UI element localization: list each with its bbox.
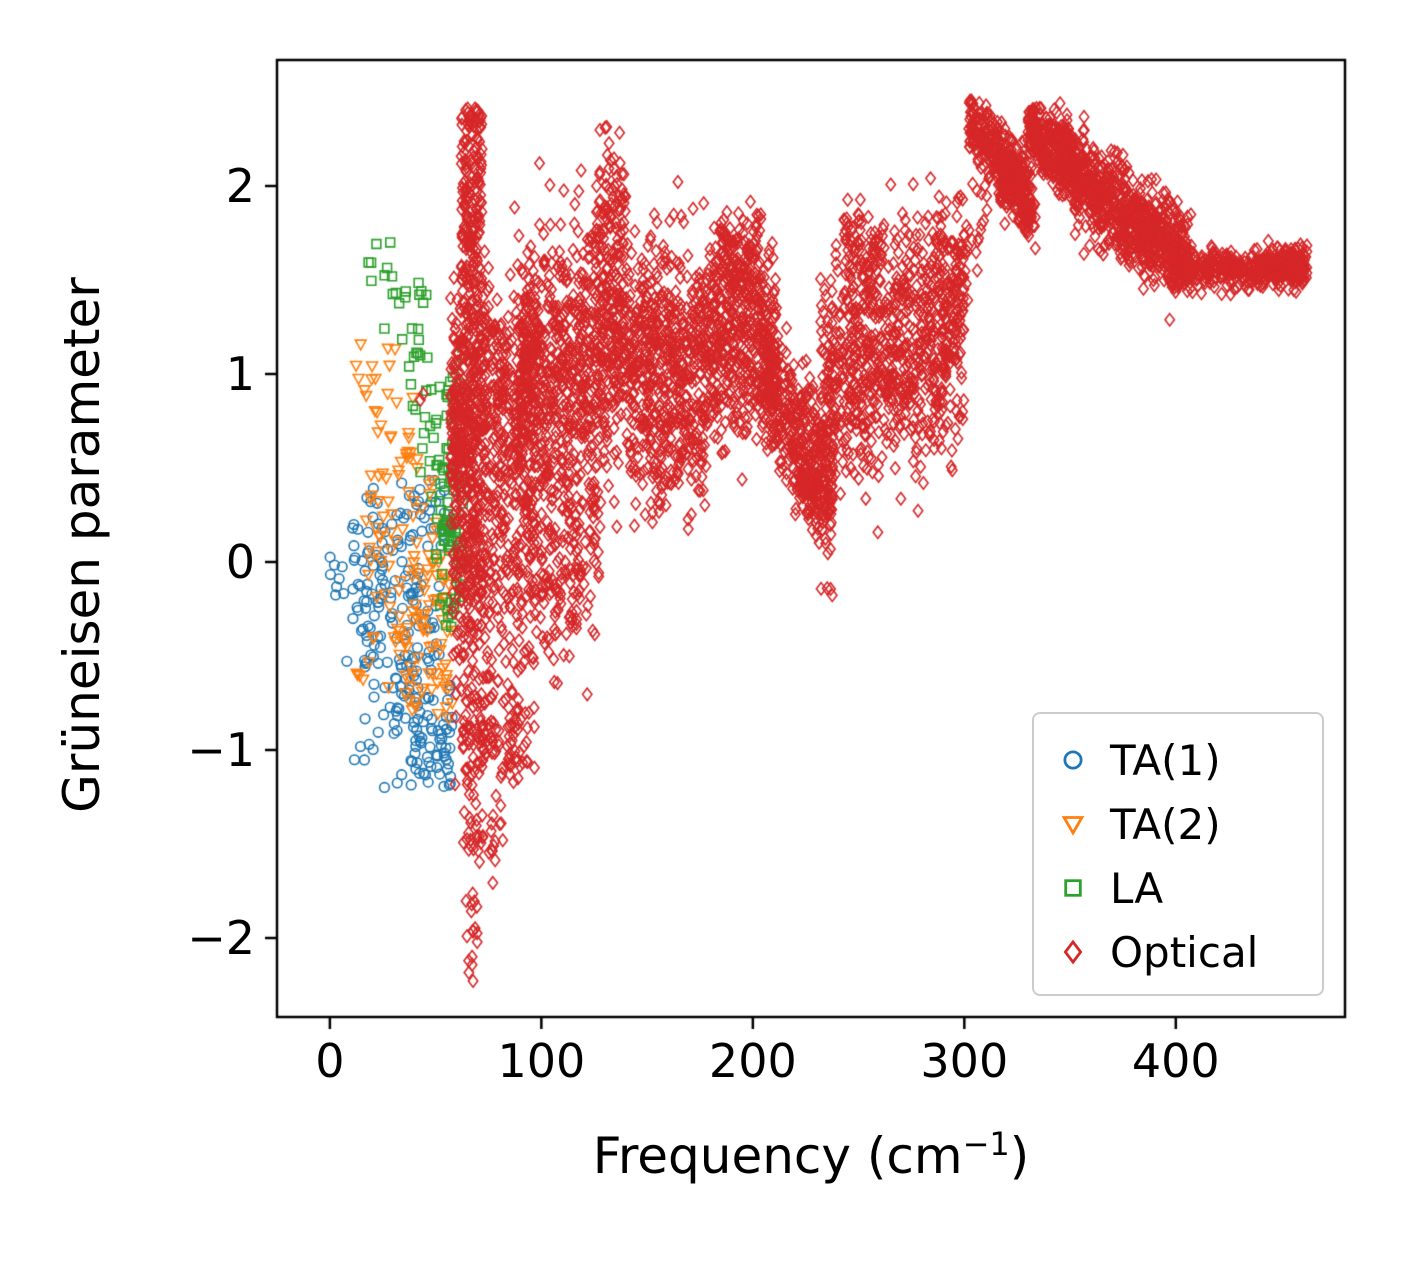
x-axis-label: Frequency (cm−1): [593, 1125, 1030, 1185]
x-tick-label: 0: [315, 1034, 345, 1088]
square-marker-icon: [1064, 879, 1082, 897]
legend-item-la: LA: [1034, 856, 1322, 920]
x-tick-label: 300: [920, 1034, 1009, 1088]
y-tick-label: 2: [225, 158, 255, 213]
legend-label-ta2: TA(2): [1110, 799, 1221, 849]
x-tick-label: 100: [497, 1034, 586, 1088]
triangle-down-marker-icon: [1061, 816, 1085, 836]
y-tick-label: −2: [187, 911, 255, 966]
x-tick-label: 200: [708, 1034, 797, 1088]
diamond-marker-icon: [1063, 939, 1083, 965]
y-tick-label: −1: [187, 723, 255, 778]
legend-label-la: LA: [1110, 863, 1164, 913]
circle-marker-icon: [1063, 750, 1083, 770]
legend-item-ta2: TA(2): [1034, 792, 1322, 856]
y-tick-label: 1: [225, 346, 255, 401]
legend-item-optical: Optical: [1034, 920, 1322, 984]
x-axis-label-text: Frequency (cm: [592, 1126, 963, 1185]
x-axis-label-superscript: −1: [962, 1125, 1010, 1164]
y-axis-label-text: Grüneisen parameter: [53, 277, 111, 813]
x-axis-label-suffix: ): [1009, 1126, 1030, 1185]
legend: TA(1) TA(2) LA Optical: [1032, 712, 1324, 996]
x-tick-label: 400: [1131, 1034, 1220, 1088]
y-tick-label: 0: [225, 535, 255, 589]
legend-item-ta1: TA(1): [1034, 728, 1322, 792]
legend-label-optical: Optical: [1110, 927, 1259, 977]
legend-label-ta1: TA(1): [1110, 735, 1221, 785]
y-axis-label: Grüneisen parameter: [53, 277, 111, 813]
